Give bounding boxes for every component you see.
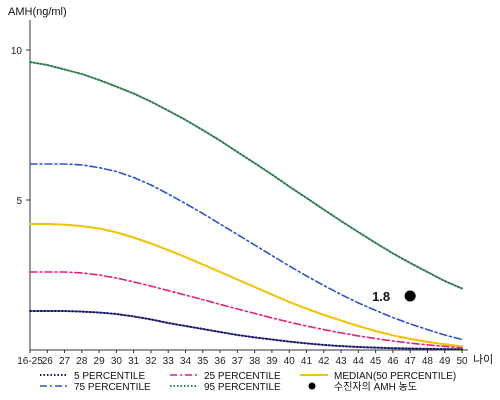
legend-label-1: 25 PERCENTILE: [204, 371, 281, 382]
x-tick-label: 16-25: [17, 356, 43, 367]
x-tick-label: 44: [353, 356, 365, 367]
series-line-2: [29, 223, 463, 348]
x-tick-label: 47: [405, 356, 417, 367]
x-tick-label: 35: [197, 356, 209, 367]
x-tick-label: 39: [266, 356, 278, 367]
legend-label-2: MEDIAN(50 PERCENTILE): [334, 371, 456, 382]
x-tick-label: 42: [318, 356, 330, 367]
x-tick-label: 30: [111, 356, 123, 367]
series-line-3: [29, 163, 463, 341]
legend-label-4: 95 PERCENTILE: [204, 382, 281, 393]
legend-label-3: 75 PERCENTILE: [74, 382, 151, 393]
x-tick-label: 33: [163, 356, 175, 367]
y-tick-label: 5: [16, 196, 22, 207]
x-tick-label: 29: [94, 356, 106, 367]
axes: [29, 20, 468, 351]
x-tick-label: 49: [439, 356, 451, 367]
x-tick-label: 37: [232, 356, 244, 367]
x-tick-label: 36: [215, 356, 227, 367]
legend: 5 PERCENTILE 25 PERCENTILE MEDIAN(50 PERCE…: [40, 371, 456, 393]
legend-marker-dot: [308, 382, 316, 390]
x-tick-label: 45: [370, 356, 382, 367]
x-tick-label: 31: [128, 356, 140, 367]
series-lines: [29, 61, 463, 351]
x-tick-label: 34: [180, 356, 192, 367]
x-tick-label: 41: [301, 356, 313, 367]
legend-marker-label: 수진자의 AMH 농도: [334, 381, 417, 393]
series-line-1: [29, 271, 463, 349]
x-tick-label: 26: [42, 356, 54, 367]
series-line-4: [29, 61, 463, 290]
x-tick-label: 27: [59, 356, 71, 367]
patient-marker: 1.8: [372, 289, 416, 304]
patient-amh-point: [404, 290, 416, 302]
x-tick-label: 40: [284, 356, 296, 367]
x-tick-label: 32: [145, 356, 157, 367]
x-tick-label: 38: [249, 356, 261, 367]
x-tick-label: 28: [76, 356, 88, 367]
x-axis-title: 나이: [473, 353, 493, 366]
x-tick-label: 46: [387, 356, 399, 367]
patient-amh-value-label: 1.8: [372, 289, 390, 304]
legend-label-0: 5 PERCENTILE: [74, 371, 145, 382]
x-tick-label: 50: [456, 356, 468, 367]
y-axis-title: AMH(ng/ml): [8, 6, 67, 18]
y-tick-label: 10: [11, 46, 23, 57]
x-tick-label: 48: [422, 356, 434, 367]
series-line-0: [29, 310, 463, 351]
x-tick-label: 43: [335, 356, 347, 367]
